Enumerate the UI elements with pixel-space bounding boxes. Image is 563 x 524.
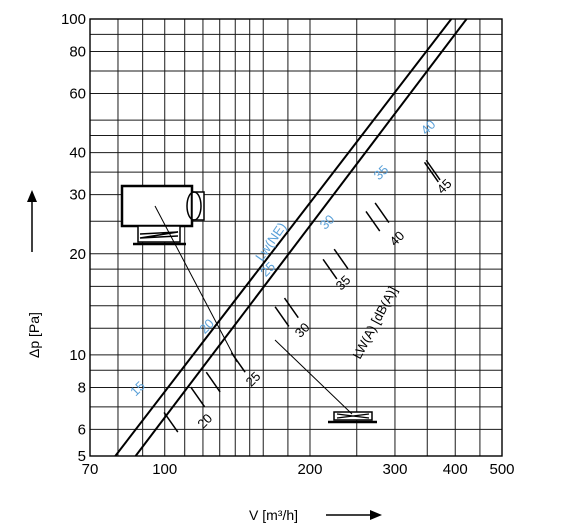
leader-line-side-view: [154, 205, 238, 363]
series-line-1: [114, 19, 453, 456]
y-tick-label: 40: [69, 145, 86, 162]
sound-level-marker: [190, 386, 206, 408]
x-tick-label: 400: [443, 461, 468, 478]
series-lines: [114, 19, 468, 456]
plot-frame: [89, 18, 503, 457]
sound-level-marker: [365, 210, 381, 232]
y-tick-label: 100: [61, 11, 86, 28]
unit-side-view-illustration: [120, 184, 205, 246]
diffuser-illustration: [328, 411, 377, 424]
lw-ne-label: 30: [317, 212, 338, 233]
upper-series-label: Lw(NE): [252, 220, 289, 264]
lwa-label: 25: [243, 369, 264, 390]
sound-level-marker: [283, 297, 299, 319]
sound-level-marker: [322, 258, 338, 280]
x-tick-label: 200: [297, 461, 322, 478]
x-axis-title: V [m³/h]: [249, 507, 298, 523]
leader-line-diffuser: [274, 339, 353, 415]
lw-ne-label: 35: [371, 162, 392, 183]
y-tick-label: 8: [78, 379, 86, 396]
y-axis-arrow: [27, 190, 37, 252]
x-tick-labels: 70 100 200 300 400 500: [82, 461, 515, 478]
y-tick-label: 6: [78, 421, 86, 438]
sound-level-marker: [274, 306, 290, 327]
sound-level-marker: [423, 161, 439, 183]
y-tick-label: 5: [78, 448, 86, 465]
y-tick-label: 10: [69, 347, 86, 364]
series-line-2: [134, 19, 468, 456]
sound-level-marker: [333, 248, 349, 270]
x-tick-label: 500: [489, 461, 514, 478]
y-tick-labels: 5 6 8 10 20 30 40 60 80 100: [61, 11, 86, 465]
x-axis-arrow: [326, 510, 382, 520]
y-tick-label: 30: [69, 187, 86, 204]
y-tick-label: 60: [69, 86, 86, 103]
sound-level-marker: [425, 159, 441, 181]
sound-level-marker: [163, 412, 179, 433]
lwa-label: 35: [333, 272, 354, 293]
x-tick-label: 100: [152, 461, 177, 478]
x-tick-label: 70: [82, 461, 99, 478]
lwa-label: 40: [387, 228, 408, 249]
lwa-label: 20: [194, 411, 215, 432]
sound-level-marker: [205, 371, 221, 393]
y-tick-label: 80: [69, 44, 86, 61]
y-tick-label: 20: [69, 246, 86, 263]
y-axis-title: Δp [Pa]: [26, 312, 42, 358]
lw-ne-label: 15: [127, 378, 148, 399]
sound-level-marker: [374, 202, 390, 223]
sound-level-markers: [163, 159, 441, 433]
x-tick-label: 300: [382, 461, 407, 478]
